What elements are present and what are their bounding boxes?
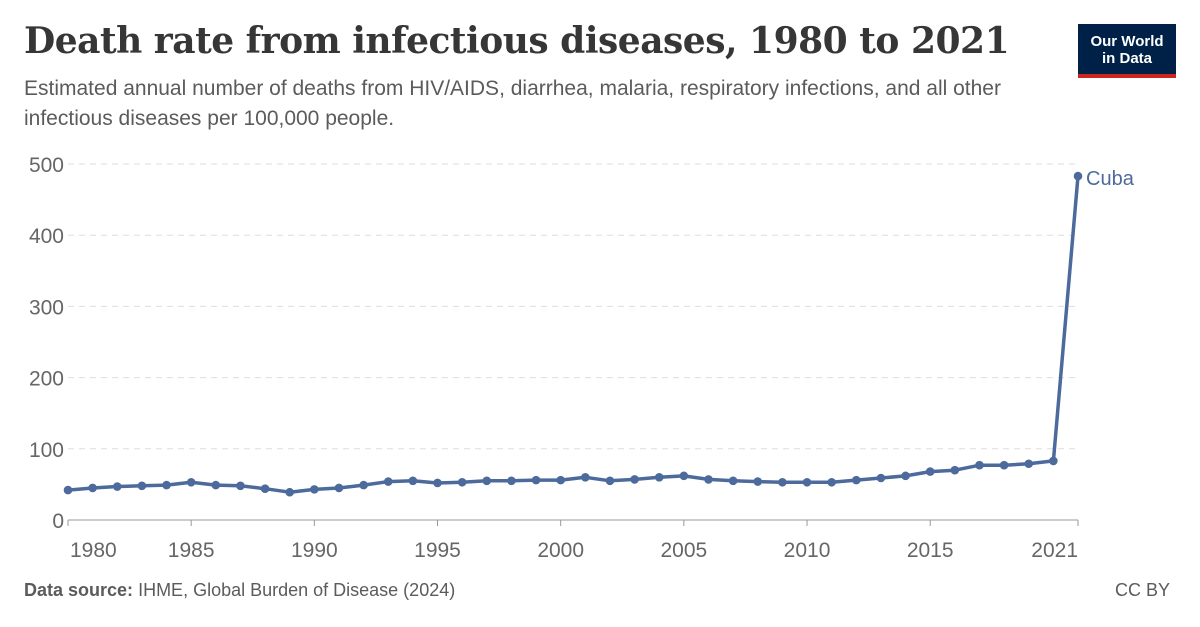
data-point[interactable]	[950, 465, 960, 475]
data-point[interactable]	[901, 471, 910, 481]
data-point[interactable]	[753, 477, 763, 486]
data-point[interactable]	[531, 475, 541, 485]
owid-logo[interactable]: Our World in Data	[1078, 24, 1176, 78]
data-point[interactable]	[851, 475, 861, 485]
logo-line-1: Our World	[1090, 33, 1164, 50]
data-point[interactable]	[999, 460, 1009, 470]
data-point[interactable]	[556, 475, 565, 485]
grid-lines	[68, 163, 1078, 450]
data-point[interactable]	[137, 481, 147, 491]
data-point[interactable]	[408, 476, 418, 486]
data-point[interactable]	[162, 480, 171, 490]
data-point[interactable]	[457, 477, 467, 487]
data-point[interactable]	[925, 467, 935, 476]
data-point[interactable]	[63, 485, 73, 495]
y-tick-label: 100	[29, 439, 64, 462]
logo-line-2: in Data	[1101, 50, 1152, 67]
data-point[interactable]	[630, 475, 639, 484]
data-point[interactable]	[236, 481, 245, 491]
chart-subtitle: Estimated annual number of deaths from H…	[24, 77, 1001, 130]
data-point[interactable]	[704, 475, 713, 484]
data-points	[63, 171, 1083, 497]
data-point[interactable]	[778, 477, 787, 487]
x-tick-label: 2000	[537, 539, 584, 562]
data-point[interactable]	[88, 483, 97, 493]
data-point[interactable]	[334, 483, 344, 493]
y-tick-label: 0	[52, 510, 64, 533]
data-point[interactable]	[654, 472, 664, 482]
y-tick-label: 200	[29, 368, 64, 391]
series-labels: Cuba	[1086, 168, 1135, 190]
y-tick-label: 400	[29, 225, 64, 248]
data-point[interactable]	[186, 477, 196, 487]
data-source-text[interactable]: IHME, Global Burden of Disease (2024)	[138, 580, 456, 600]
x-tick-label: 1985	[168, 539, 215, 562]
data-point[interactable]	[482, 476, 492, 486]
chart-title: Death rate from infectious diseases, 198…	[24, 20, 1010, 62]
data-point[interactable]	[876, 473, 886, 483]
data-source: Data source: IHME, Global Burden of Dise…	[24, 580, 455, 601]
data-point[interactable]	[310, 485, 319, 494]
x-tick-label: 1980	[70, 539, 117, 562]
x-tick-label: 2005	[660, 539, 707, 562]
series-line-cuba[interactable]	[66, 174, 1080, 494]
data-point[interactable]	[581, 472, 590, 482]
data-point[interactable]	[383, 477, 393, 486]
x-tick-label: 2015	[907, 539, 954, 562]
x-tick-label: 2010	[784, 539, 831, 562]
data-point[interactable]	[1049, 456, 1058, 466]
x-axis: 1980 1985 1990 1995 2000 2005 2010 2015 2021	[67, 519, 1079, 562]
data-point[interactable]	[975, 460, 984, 470]
data-point[interactable]	[827, 477, 836, 487]
series-lines	[66, 174, 1080, 494]
data-point[interactable]	[507, 476, 516, 486]
data-point[interactable]	[802, 477, 812, 487]
data-point[interactable]	[112, 482, 122, 491]
data-point[interactable]	[285, 487, 295, 497]
x-tick-label: 1990	[291, 539, 338, 562]
y-tick-label: 300	[29, 296, 64, 319]
x-tick-label: 2021	[1031, 539, 1078, 562]
data-point[interactable]	[728, 476, 738, 486]
data-source-label: Data source:	[24, 580, 134, 600]
license-link[interactable]: CC BY	[1114, 580, 1170, 600]
data-point[interactable]	[359, 480, 368, 490]
series-label-cuba[interactable]: Cuba	[1086, 168, 1135, 190]
data-point[interactable]	[433, 478, 442, 488]
data-point[interactable]	[679, 471, 689, 481]
data-point[interactable]	[1073, 171, 1083, 181]
y-tick-label: 500	[29, 154, 64, 177]
data-point[interactable]	[260, 484, 270, 493]
data-point[interactable]	[1024, 459, 1034, 469]
y-axis-ticks: 0 100 200 300 400 500	[29, 154, 64, 533]
data-point[interactable]	[605, 476, 615, 486]
data-point[interactable]	[211, 480, 221, 490]
x-tick-label: 1995	[414, 539, 461, 562]
